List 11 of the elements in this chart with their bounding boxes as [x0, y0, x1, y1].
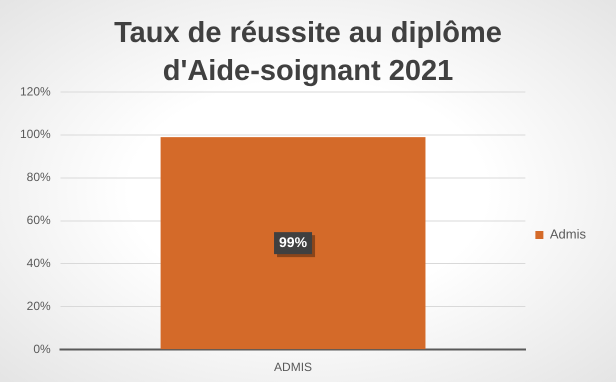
- legend-label: Admis: [550, 226, 586, 242]
- y-tick-label: 100%: [20, 127, 52, 142]
- y-tick-label: 0%: [33, 342, 52, 356]
- data-label: 99%: [279, 234, 308, 250]
- y-tick-label: 40%: [26, 256, 52, 270]
- y-tick-label: 20%: [26, 298, 52, 313]
- x-tick-label: ADMIS: [274, 360, 312, 374]
- y-tick-label: 120%: [20, 84, 52, 98]
- chart-title: Taux de réussite au diplôme d'Aide-soignant 2021: [113, 16, 503, 89]
- y-tick-label: 80%: [26, 170, 52, 184]
- y-tick-label: 60%: [26, 213, 52, 228]
